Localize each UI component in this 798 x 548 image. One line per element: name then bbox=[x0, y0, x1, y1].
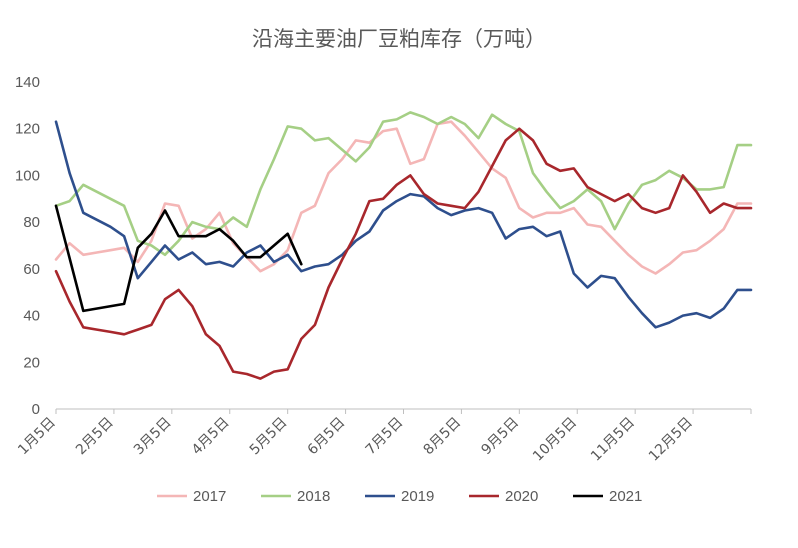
y-tick-label: 100 bbox=[15, 167, 40, 184]
x-tick-label: 6月5日 bbox=[305, 415, 349, 459]
y-tick-label: 20 bbox=[23, 354, 40, 371]
y-tick-label: 40 bbox=[23, 308, 40, 325]
y-axis: 0 20 40 60 80 100 120 140 bbox=[15, 74, 40, 418]
series-line-2018 bbox=[54, 111, 753, 257]
y-tick-label: 0 bbox=[32, 401, 40, 418]
x-tick-label: 9月5日 bbox=[478, 415, 522, 459]
legend-label: 2017 bbox=[193, 488, 226, 505]
x-tick-label: 12月5日 bbox=[646, 415, 696, 465]
y-tick-label: 140 bbox=[15, 74, 40, 91]
x-tick-label: 7月5日 bbox=[363, 415, 407, 459]
legend-item-2019: 2019 bbox=[365, 488, 434, 505]
chart-title: 沿海主要油厂豆粕库存（万吨） bbox=[252, 27, 546, 51]
x-tick-label: 1月5日 bbox=[15, 415, 59, 459]
series-line-2021 bbox=[54, 204, 303, 313]
legend-label: 2021 bbox=[609, 488, 642, 505]
legend-label: 2018 bbox=[297, 488, 330, 505]
legend-item-2018: 2018 bbox=[261, 488, 330, 505]
x-tick-label: 8月5日 bbox=[421, 415, 465, 459]
x-tick-label: 3月5日 bbox=[131, 415, 175, 459]
series-line-2020 bbox=[54, 127, 753, 380]
x-tick-label: 2月5日 bbox=[73, 415, 117, 459]
legend-label: 2019 bbox=[401, 488, 434, 505]
series-line-2019 bbox=[54, 120, 753, 329]
legend: 2017 2018 2019 2020 2021 bbox=[157, 488, 642, 505]
y-tick-label: 120 bbox=[15, 121, 40, 138]
legend-item-2020: 2020 bbox=[469, 488, 538, 505]
y-tick-label: 60 bbox=[23, 261, 40, 278]
y-tick-label: 80 bbox=[23, 214, 40, 231]
x-tick-label: 4月5日 bbox=[189, 415, 233, 459]
x-tick-label: 11月5日 bbox=[588, 415, 638, 465]
legend-item-2017: 2017 bbox=[157, 488, 226, 505]
plot-area bbox=[54, 111, 753, 380]
x-axis: 1月5日 2月5日 3月5日 4月5日 5月5日 6月5日 7月5日 8月5日 9月5日 10月5… bbox=[15, 408, 752, 465]
legend-label: 2020 bbox=[505, 488, 538, 505]
x-tick-label: 5月5日 bbox=[247, 415, 291, 459]
x-tick-label: 10月5日 bbox=[530, 415, 580, 465]
series-line-2017 bbox=[54, 120, 753, 275]
legend-item-2021: 2021 bbox=[573, 488, 642, 505]
